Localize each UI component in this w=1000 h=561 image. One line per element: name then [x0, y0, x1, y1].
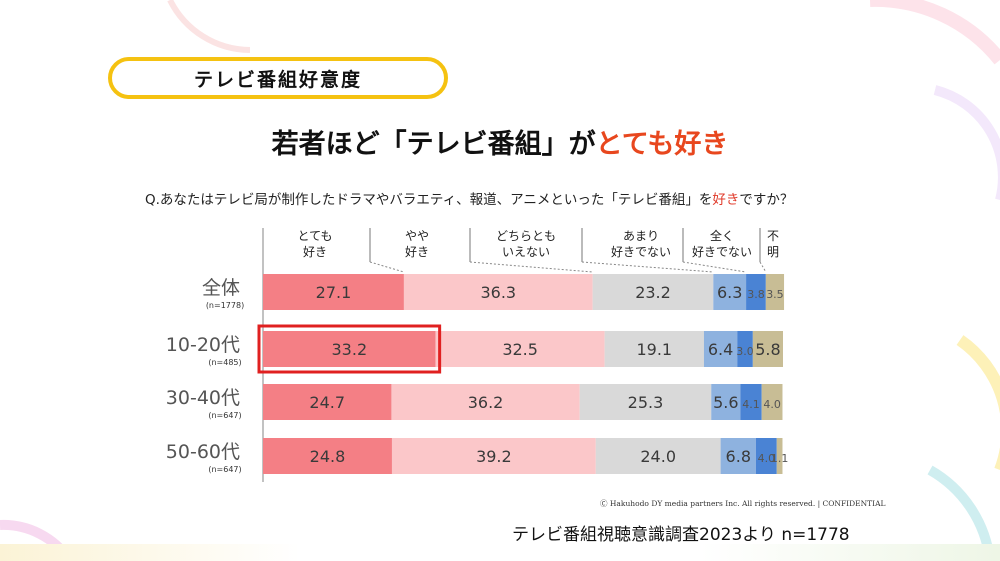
category-label: 10-20代: [166, 334, 240, 356]
bar-value-label: 6.3: [717, 283, 742, 302]
category-label: 50-60代: [166, 441, 240, 463]
legend-label: 明: [767, 245, 779, 259]
bar-segment: [403, 274, 593, 310]
bar-value-label: 3.0: [736, 345, 754, 358]
legend-label: 好きでない: [692, 245, 752, 259]
highlight-box: [257, 324, 442, 374]
legend-label: どちらとも: [496, 229, 556, 243]
category-sample-size: (n=485): [208, 358, 241, 367]
bar-segment: [263, 274, 404, 310]
survey-question: Q.あなたはテレビ局が制作したドラマやバラエティ、報道、アニメといった「テレビ番…: [145, 188, 793, 208]
bar-segment: [720, 438, 756, 474]
bar-segment: [604, 331, 704, 367]
bar-value-label: 19.1: [636, 340, 672, 359]
bar-segment: [263, 384, 392, 420]
question-accent: 好き: [712, 192, 740, 208]
bar-value-label: 3.5: [766, 288, 784, 301]
legend-label: 好き: [303, 245, 327, 259]
bar-value-label: 6.4: [708, 340, 733, 359]
question-end: ですか？: [739, 192, 794, 208]
bar-segment: [752, 331, 783, 367]
source-note: テレビ番組視聴意識調査2023より n=1778: [512, 525, 850, 545]
legend-connector: [682, 261, 747, 273]
bar-segment: [703, 331, 738, 367]
bar-value-label: 36.3: [480, 283, 516, 302]
bottom-band: [0, 544, 1000, 561]
headline: 若者ほど「テレビ番組」がとても好き: [0, 122, 1000, 161]
bar-segment: [737, 331, 753, 367]
legend-connector: [369, 261, 405, 273]
bar-segment: [765, 274, 785, 310]
headline-accent: とても好き: [595, 129, 729, 160]
bar-value-label: 23.2: [635, 283, 671, 302]
bar-value-label: 24.7: [309, 393, 345, 412]
legend-label: あまり: [623, 229, 659, 243]
bar-segment: [391, 438, 596, 474]
legend-label: いえない: [502, 245, 550, 259]
bar-value-label: 5.6: [713, 393, 738, 412]
bar-value-label: 33.2: [332, 340, 368, 359]
category-label: 全体: [202, 277, 240, 299]
bar-value-label: 4.1: [742, 398, 760, 411]
copyright-note: Ⓒ Hakuhodo DY media partners Inc. All ri…: [600, 499, 886, 508]
bar-value-label: 24.0: [640, 447, 676, 466]
bar-segment: [263, 438, 392, 474]
legend-label: 好き: [405, 245, 429, 259]
bar-value-label: 3.8: [747, 288, 765, 301]
category-sample-size: (n=647): [208, 465, 241, 474]
legend-label: 全く: [710, 228, 734, 243]
legend-connector: [759, 261, 767, 273]
bar-value-label: 36.2: [468, 393, 504, 412]
bar-value-label: 4.0: [763, 398, 781, 411]
bar-value-label: 24.8: [310, 447, 346, 466]
legend-label: とても: [297, 229, 332, 243]
bar-segment: [579, 384, 712, 420]
bar-segment: [746, 274, 766, 310]
section-tag: テレビ番組好意度: [108, 57, 448, 99]
bar-segment: [755, 438, 777, 474]
bar-segment: [711, 384, 741, 420]
bar-segment: [740, 384, 762, 420]
bar-segment: [391, 384, 580, 420]
bar-value-label: 6.8: [726, 447, 751, 466]
bar-value-label: 4.0: [758, 452, 776, 465]
bar-segment: [592, 274, 714, 310]
bar-segment: [263, 331, 436, 367]
legend-label: 好きでない: [611, 245, 671, 259]
bar-segment: [595, 438, 721, 474]
bar-value-label: 5.8: [755, 340, 780, 359]
legend-connector: [581, 261, 714, 273]
category-sample-size: (n=1778): [206, 301, 244, 310]
bar-value-label: 25.3: [628, 393, 664, 412]
category-label: 30-40代: [166, 387, 240, 409]
question-text: Q.あなたはテレビ局が制作したドラマやバラエティ、報道、アニメといった「テレビ番…: [145, 192, 713, 208]
legend-connector: [469, 261, 593, 273]
bar-segment: [435, 331, 605, 367]
bar-value-label: 39.2: [476, 447, 512, 466]
headline-text: 若者ほど「テレビ番組」が: [271, 129, 596, 160]
bar-value-label: 32.5: [502, 340, 538, 359]
bar-segment: [761, 384, 783, 420]
legend-label: 不: [767, 229, 779, 243]
category-sample-size: (n=647): [208, 411, 241, 420]
bar-value-label: 27.1: [316, 283, 352, 302]
bar-segment: [776, 438, 783, 474]
bar-value-label: 1.1: [771, 452, 789, 465]
legend-label: やや: [405, 229, 429, 243]
bar-segment: [713, 274, 747, 310]
